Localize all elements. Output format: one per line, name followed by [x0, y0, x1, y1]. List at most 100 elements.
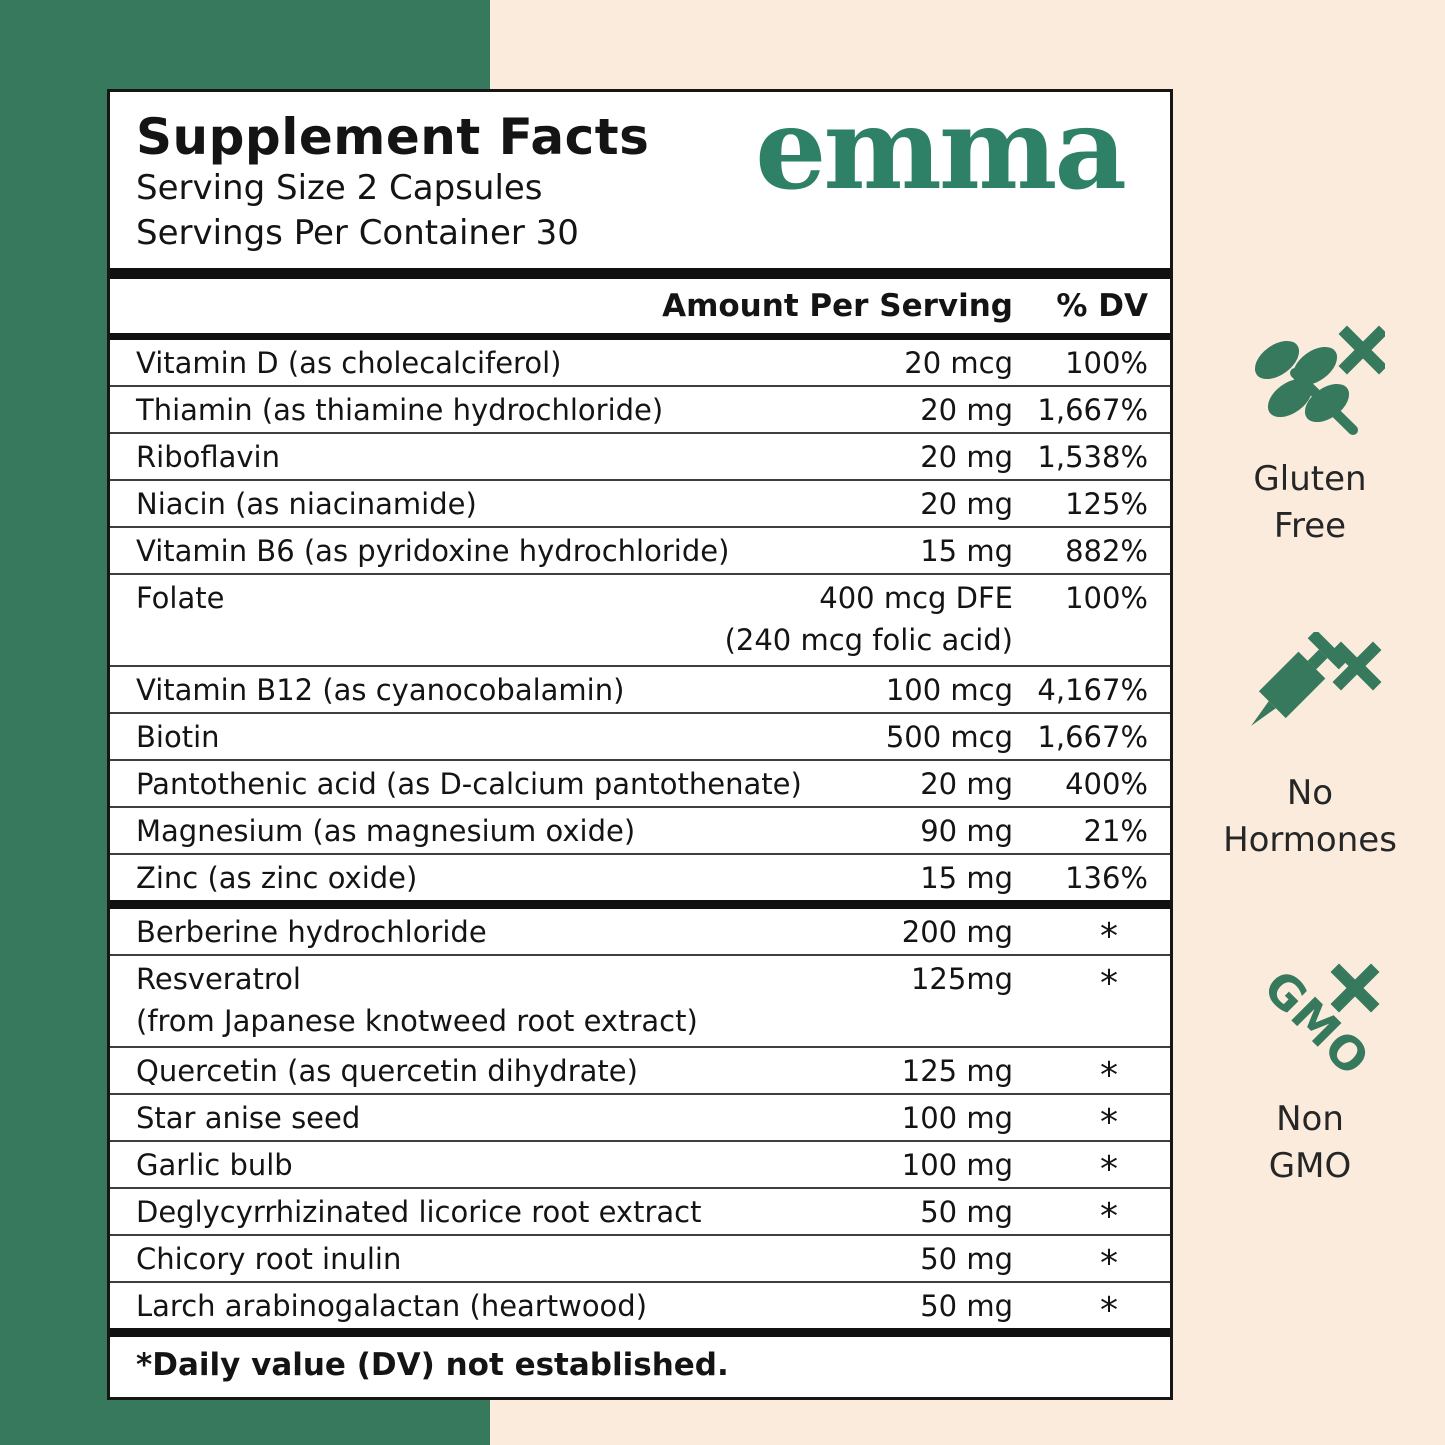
row-daily-value: * — [1100, 1196, 1118, 1237]
badge-label: Non GMO — [1200, 1096, 1420, 1190]
row-name: Quercetin (as quercetin dihydrate) — [136, 1053, 638, 1088]
row-daily-value: 21% — [1083, 813, 1148, 848]
table-row: Vitamin B6 (as pyridoxine hydrochloride)… — [110, 526, 1170, 573]
row-amount: 125 mg — [901, 1053, 1013, 1088]
row-name: Pantothenic acid (as D-calcium pantothen… — [136, 766, 802, 801]
row-amount: 50 mg — [920, 1194, 1013, 1229]
serving-size-text: Serving Size 2 Capsules — [136, 168, 543, 208]
row-amount: 125mg — [910, 961, 1013, 996]
table-row: Berberine hydrochloride 200 mg * — [110, 909, 1170, 958]
row-name: Vitamin B12 (as cyanocobalamin) — [136, 672, 625, 707]
row-name: Garlic bulb — [136, 1147, 293, 1182]
syringe-crossed-icon — [1200, 629, 1420, 762]
panel-header: Supplement Facts Serving Size 2 Capsules… — [110, 92, 1170, 268]
wheat-crossed-icon — [1200, 318, 1420, 448]
row-daily-value: 100% — [1065, 345, 1148, 380]
table-row: Vitamin D (as cholecalciferol) 20 mcg 100% — [110, 340, 1170, 385]
row-name: Resveratrol — [136, 961, 301, 996]
row-amount: 20 mg — [920, 766, 1013, 801]
badge-label-line: No — [1286, 773, 1334, 813]
row-name: Larch arabinogalactan (heartwood) — [136, 1288, 648, 1323]
badge-label-line: Hormones — [1223, 820, 1397, 860]
table-row: Chicory root inulin 50 mg * — [110, 1234, 1170, 1284]
badge-label-line: Free — [1273, 506, 1347, 546]
table-row: Biotin 500 mcg 1,667% — [110, 712, 1170, 759]
row-daily-value: * — [1100, 1243, 1118, 1284]
supplement-facts-panel: Supplement Facts Serving Size 2 Capsules… — [107, 89, 1173, 1400]
row-daily-value: 882% — [1065, 533, 1148, 568]
table-row: Larch arabinogalactan (heartwood) 50 mg * — [110, 1281, 1170, 1331]
row-amount: 20 mg — [920, 486, 1013, 521]
row-daily-value: 136% — [1065, 860, 1148, 895]
row-amount: 50 mg — [920, 1241, 1013, 1276]
badge-no-hormones: No Hormones — [1200, 629, 1420, 864]
badge-gluten-free: Gluten Free — [1200, 318, 1420, 550]
badge-non-gmo: GMO Non GMO — [1200, 958, 1420, 1190]
table-row: Resveratrol 125mg * (from Japanese knotweed… — [110, 954, 1170, 1046]
row-amount: 100 mg — [901, 1147, 1013, 1182]
herbal-rows-section: Berberine hydrochloride 200 mg * Resveratro… — [110, 909, 1170, 1331]
row-daily-value: * — [1100, 1149, 1118, 1190]
row-name: Niacin (as niacinamide) — [136, 486, 477, 521]
table-row: Quercetin (as quercetin dihydrate) 125 mg… — [110, 1046, 1170, 1096]
row-name: Vitamin B6 (as pyridoxine hydrochloride) — [136, 533, 730, 568]
row-name: Biotin — [136, 719, 220, 754]
row-daily-value: 100% — [1065, 580, 1148, 615]
table-row: Deglycyrrhizinated licorice root extract… — [110, 1187, 1170, 1237]
row-daily-value: * — [1100, 1055, 1118, 1096]
divider-thick — [110, 900, 1170, 909]
row-amount: 15 mg — [920, 533, 1013, 568]
row-amount: 500 mcg — [885, 719, 1013, 754]
table-row: Riboflavin 20 mg 1,538% — [110, 432, 1170, 479]
row-amount: 400 mcg DFE — [819, 580, 1013, 615]
table-row: Magnesium (as magnesium oxide) 90 mg 21% — [110, 806, 1170, 853]
vitamin-rows-section: Vitamin D (as cholecalciferol) 20 mcg 100%… — [110, 340, 1170, 900]
row-name: Magnesium (as magnesium oxide) — [136, 813, 636, 848]
row-secondary-text: (240 mcg folic acid) — [724, 623, 1013, 657]
row-amount: 20 mg — [920, 439, 1013, 474]
row-daily-value: 400% — [1065, 766, 1148, 801]
divider-thick — [110, 1328, 1170, 1337]
table-row: Pantothenic acid (as D-calcium pantothen… — [110, 759, 1170, 806]
row-daily-value: * — [1100, 1102, 1118, 1143]
table-row: Star anise seed 100 mg * — [110, 1093, 1170, 1143]
row-amount: 100 mcg — [885, 672, 1013, 707]
badge-label: Gluten Free — [1200, 456, 1420, 550]
row-daily-value: 1,667% — [1037, 392, 1148, 427]
row-amount: 20 mcg — [904, 345, 1013, 380]
row-amount: 20 mg — [920, 392, 1013, 427]
row-daily-value: * — [1100, 916, 1118, 957]
row-amount: 15 mg — [920, 860, 1013, 895]
column-header-amount: Amount Per Serving — [662, 288, 1013, 324]
row-name: Star anise seed — [136, 1100, 361, 1135]
badge-label-line: Gluten — [1253, 459, 1367, 499]
row-daily-value: * — [1100, 1290, 1118, 1331]
row-name: Berberine hydrochloride — [136, 914, 487, 949]
badge-label: No Hormones — [1200, 770, 1420, 864]
row-amount: 100 mg — [901, 1100, 1013, 1135]
row-daily-value: * — [1100, 963, 1118, 1004]
row-daily-value: 4,167% — [1037, 672, 1148, 707]
row-name: Zinc (as zinc oxide) — [136, 860, 418, 895]
row-daily-value: 1,538% — [1037, 439, 1148, 474]
row-amount: 90 mg — [920, 813, 1013, 848]
row-name: Chicory root inulin — [136, 1241, 402, 1276]
row-amount: 50 mg — [920, 1288, 1013, 1323]
badge-label-line: Non — [1276, 1099, 1344, 1139]
table-row: Folate 400 mcg DFE 100% (240 mcg folic acid… — [110, 573, 1170, 665]
row-name: Riboflavin — [136, 439, 280, 474]
row-daily-value: 125% — [1065, 486, 1148, 521]
row-name: Deglycyrrhizinated licorice root extract — [136, 1194, 702, 1229]
badge-label-line: GMO — [1268, 1146, 1352, 1186]
table-row: Vitamin B12 (as cyanocobalamin) 100 mcg 4,… — [110, 665, 1170, 712]
column-header-dv: % DV — [1056, 288, 1148, 324]
table-row: Zinc (as zinc oxide) 15 mg 136% — [110, 853, 1170, 900]
column-header-row: Amount Per Serving % DV — [110, 279, 1170, 333]
table-row: Garlic bulb 100 mg * — [110, 1140, 1170, 1190]
table-row: Thiamin (as thiamine hydrochloride) 20 mg… — [110, 385, 1170, 432]
row-name: Vitamin D (as cholecalciferol) — [136, 345, 562, 380]
table-row: Niacin (as niacinamide) 20 mg 125% — [110, 479, 1170, 526]
row-daily-value: 1,667% — [1037, 719, 1148, 754]
gmo-crossed-icon: GMO — [1200, 958, 1420, 1088]
